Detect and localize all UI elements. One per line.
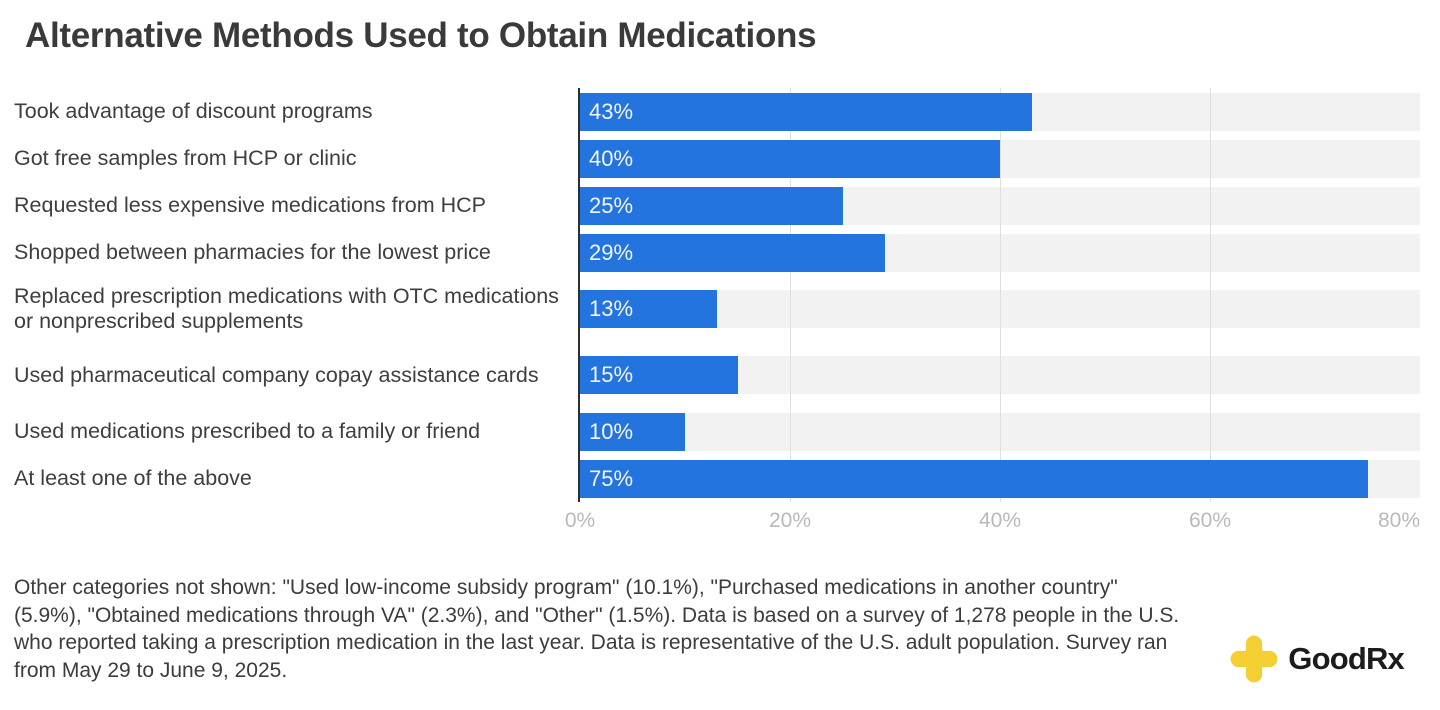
bar-track: 13% [580, 290, 1420, 328]
page-title: Alternative Methods Used to Obtain Medic… [25, 16, 817, 55]
bar-track: 15% [580, 356, 1420, 394]
bar: 15% [580, 356, 738, 394]
bar: 75% [580, 459, 1368, 498]
bar-track: 10% [580, 412, 1420, 451]
goodrx-logo: GoodRx [1229, 634, 1405, 684]
chart-row: Got free samples from HCP or clinic 40% [0, 135, 1440, 182]
bar-value-label: 40% [589, 145, 634, 171]
goodrx-wordmark: GoodRx [1288, 641, 1405, 676]
goodrx-cross-icon [1230, 635, 1278, 683]
x-axis-tick-label: 0% [564, 509, 596, 532]
bar: 13% [580, 290, 717, 328]
chart-row: Requested less expensive medications fro… [0, 182, 1440, 229]
bar-track: 40% [580, 139, 1420, 178]
bar: 10% [580, 412, 685, 451]
bar-track: 25% [580, 186, 1420, 225]
x-axis-tick-label: 40% [978, 509, 1022, 532]
x-axis-ticks: 0% 20% 40% 60% 80% [565, 502, 1420, 538]
y-axis-line [578, 88, 580, 502]
bar-value-label: 10% [589, 418, 634, 444]
bar-track: 29% [580, 233, 1420, 272]
bar: 40% [580, 139, 1000, 178]
chart-row: Took advantage of discount programs 43% [0, 88, 1440, 135]
bar-value-label: 13% [589, 296, 634, 321]
category-label: At least one of the above [14, 466, 252, 491]
x-axis-tick-label: 60% [1188, 509, 1232, 532]
bar-value-label: 25% [589, 192, 634, 218]
bar-value-label: 43% [589, 98, 634, 124]
x-axis-tick-label: 80% [1377, 509, 1420, 532]
bar-track: 75% [580, 459, 1420, 498]
bar-value-label: 29% [589, 239, 634, 265]
category-label: Took advantage of discount programs [14, 99, 373, 124]
bar: 43% [580, 92, 1032, 131]
footnote-text: Other categories not shown: "Used low-in… [14, 576, 1180, 682]
category-label: Used medications prescribed to a family … [14, 419, 481, 444]
bar: 25% [580, 186, 843, 225]
chart-row: Used pharmaceutical company copay assist… [0, 342, 1440, 408]
x-axis-tick-label: 20% [768, 509, 812, 532]
chart-row: At least one of the above 75% [0, 455, 1440, 502]
bar-value-label: 75% [589, 465, 634, 491]
category-label: Replaced prescription medications with O… [14, 284, 559, 333]
category-label: Got free samples from HCP or clinic [14, 146, 357, 171]
bar-value-label: 15% [589, 362, 634, 387]
bar-chart: Took advantage of discount programs 43% … [0, 88, 1440, 538]
category-label: Shopped between pharmacies for the lowes… [14, 240, 491, 265]
chart-row: Used medications prescribed to a family … [0, 408, 1440, 455]
bar-track: 43% [580, 92, 1420, 131]
category-label: Used pharmaceutical company copay assist… [14, 362, 539, 387]
chart-row: Shopped between pharmacies for the lowes… [0, 229, 1440, 276]
chart-row: Replaced prescription medications with O… [0, 276, 1440, 342]
chart-rows: Took advantage of discount programs 43% … [0, 88, 1440, 502]
bar: 29% [580, 233, 885, 272]
category-label: Requested less expensive medications fro… [14, 193, 487, 218]
